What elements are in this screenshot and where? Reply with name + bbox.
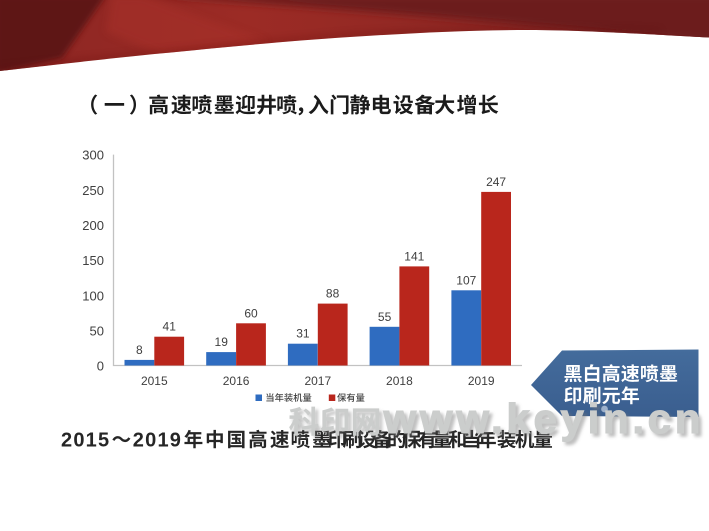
- svg-text:2015: 2015: [141, 374, 168, 388]
- svg-text:www.keyin.cn: www.keyin.cn: [383, 395, 705, 442]
- svg-text:100: 100: [82, 288, 104, 303]
- svg-text:8: 8: [136, 343, 143, 357]
- svg-text:2019: 2019: [468, 374, 495, 388]
- svg-text:141: 141: [404, 249, 424, 263]
- svg-text:50: 50: [90, 324, 104, 339]
- svg-text:250: 250: [82, 183, 104, 198]
- svg-text:300: 300: [82, 148, 104, 163]
- svg-text:2017: 2017: [304, 374, 331, 388]
- svg-text:2016: 2016: [223, 374, 250, 388]
- svg-text:31: 31: [296, 327, 310, 341]
- svg-text:247: 247: [486, 175, 506, 189]
- svg-text:150: 150: [82, 253, 104, 268]
- svg-text:2018: 2018: [386, 374, 413, 388]
- svg-text:200: 200: [82, 218, 104, 233]
- svg-text:60: 60: [244, 306, 258, 320]
- svg-text:107: 107: [456, 273, 476, 287]
- svg-text:19: 19: [215, 335, 229, 349]
- svg-text:41: 41: [163, 320, 177, 334]
- svg-text:2015: 2015: [61, 430, 110, 452]
- svg-text:0: 0: [97, 359, 104, 374]
- svg-text:55: 55: [378, 310, 392, 324]
- svg-text:88: 88: [326, 287, 340, 301]
- svg-text:www.keyin.cn: www.keyin.cn: [386, 398, 708, 445]
- svg-text:2019: 2019: [133, 430, 182, 452]
